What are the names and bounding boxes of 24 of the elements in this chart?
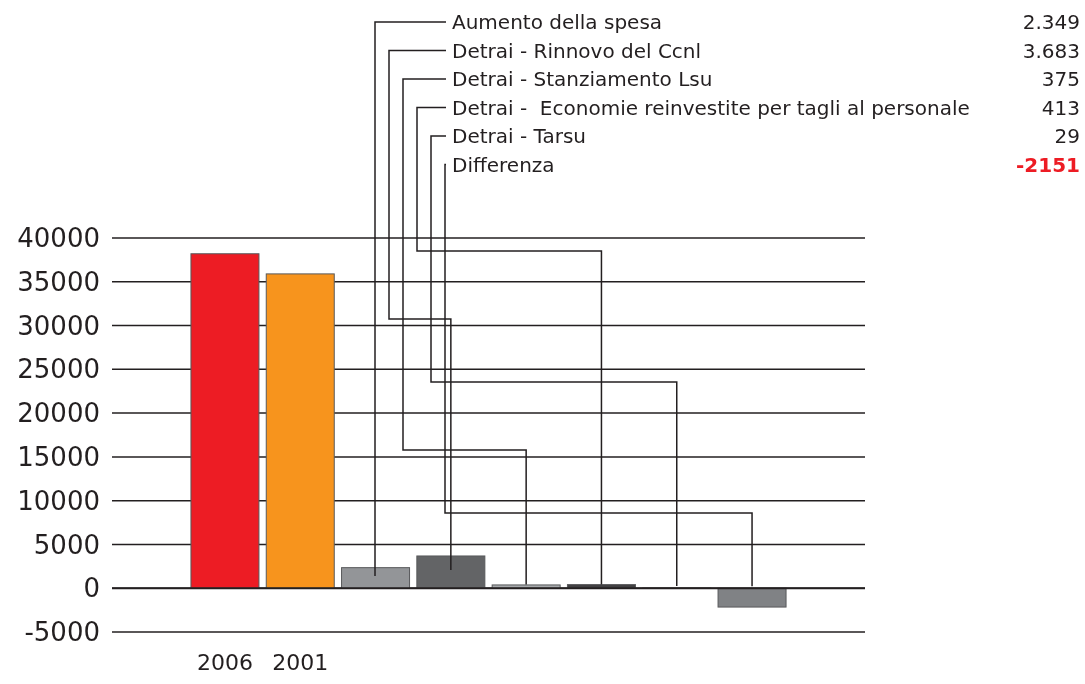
y-tick-label: 10000 <box>17 485 100 516</box>
text: Differenza <box>452 152 555 177</box>
y-tick-label: -5000 <box>24 617 100 648</box>
text: Detrai - Rinnovo del Ccnl <box>452 38 702 63</box>
x-tick-label: 2001 <box>272 650 329 675</box>
text: 2.349 <box>1022 10 1080 34</box>
text: -2151 <box>1016 152 1080 177</box>
x-tick-label: 2006 <box>196 650 253 675</box>
text: Detrai - Economie reinvestite per tagli al personale <box>452 95 970 120</box>
text: Detrai - Tarsu <box>452 124 586 148</box>
y-tick-label: 35000 <box>17 266 100 297</box>
text: 3.683 <box>1022 38 1080 63</box>
text: 29 <box>1054 124 1080 148</box>
y-tick-label: 15000 <box>17 441 100 472</box>
y-tick-label: 40000 <box>17 223 100 254</box>
y-tick-label: 25000 <box>17 354 100 385</box>
text: Aumento della spesa <box>452 10 663 34</box>
text: Detrai - Stanziamento Lsu <box>452 67 713 91</box>
text: 413 <box>1041 95 1080 120</box>
y-tick-label: 5000 <box>33 529 100 560</box>
y-tick-label: 20000 <box>17 398 100 429</box>
text: 375 <box>1041 67 1080 91</box>
y-tick-label: 0 <box>83 573 100 604</box>
y-tick-label: 30000 <box>17 310 100 341</box>
